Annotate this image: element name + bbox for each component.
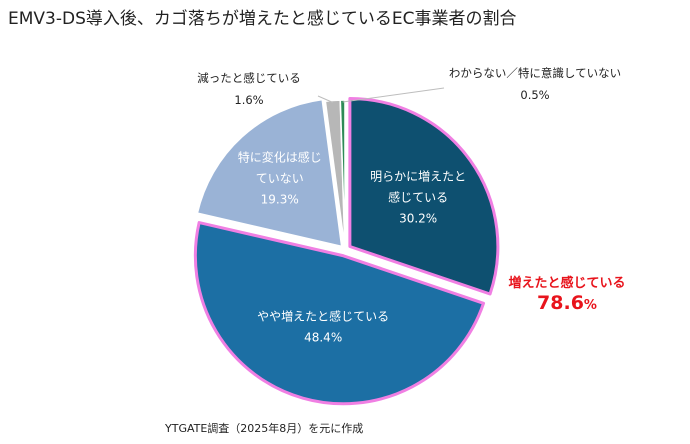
pie-slice	[193, 221, 486, 406]
callout-value: 78.6%	[537, 292, 597, 314]
slice-category-label: わからない／特に意識していない	[449, 66, 621, 80]
slice-category-label: ていない	[256, 171, 304, 185]
slice-value-label: 48.4%	[304, 330, 342, 344]
callout-unit: %	[584, 298, 597, 313]
slice-value-label: 30.2%	[399, 212, 437, 226]
pie-slice	[339, 99, 346, 249]
slice-category-label: 減ったと感じている	[197, 71, 301, 85]
pie-slice	[348, 97, 500, 296]
pie-slices	[193, 97, 500, 406]
slice-category-label: 特に変化は感じ	[238, 149, 322, 164]
slice-category-label: 明らかに増えたと	[370, 170, 466, 184]
slice-value-label: 1.6%	[234, 93, 263, 107]
leader-lines	[317, 87, 445, 103]
slice-category-label: 感じている	[388, 190, 448, 205]
pie-slice	[196, 98, 343, 248]
chart-title: EMV3-DS導入後、カゴ落ちが増えたと感じているEC事業者の割合	[8, 9, 517, 29]
leader-line	[317, 95, 334, 103]
callout-label: 増えたと感じている	[508, 275, 625, 291]
slice-category-label: やや増えたと感じている	[257, 308, 389, 323]
source-note: YTGATE調査（2025年8月）を元に作成	[165, 422, 364, 435]
slice-value-label: 19.3%	[261, 192, 299, 206]
callout-number: 78.6	[537, 292, 584, 314]
leader-line	[342, 87, 445, 103]
slice-value-label: 0.5%	[520, 88, 549, 102]
